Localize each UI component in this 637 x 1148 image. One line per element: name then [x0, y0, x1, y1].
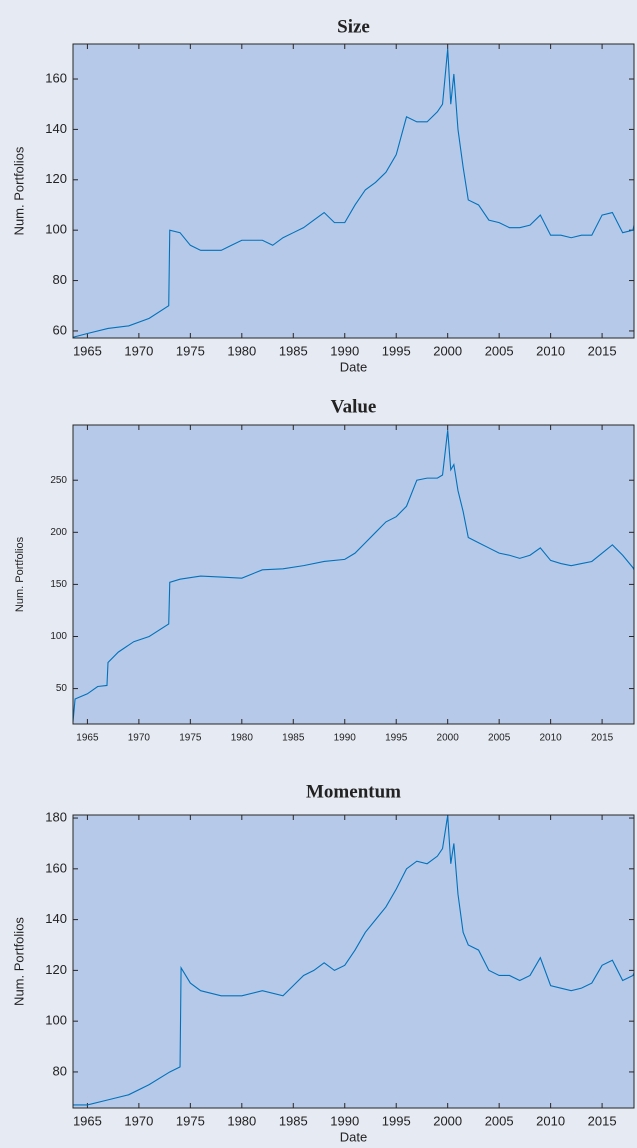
- data-line: [72, 430, 635, 722]
- x-tick-label: 1975: [176, 1113, 205, 1128]
- x-tick-label: 1995: [382, 1113, 411, 1128]
- x-tick-label: 2000: [433, 343, 462, 358]
- x-tick-label: 1975: [176, 343, 205, 358]
- x-tick-label: 2005: [485, 343, 514, 358]
- y-tick-label: 180: [45, 809, 67, 824]
- y-tick-label: 150: [50, 579, 67, 590]
- x-tick-label: 1995: [382, 343, 411, 358]
- x-tick-label: 1980: [227, 343, 256, 358]
- x-tick-label: 1985: [282, 733, 305, 744]
- x-tick-label: 1965: [76, 733, 99, 744]
- x-tick-label: 2015: [588, 343, 617, 358]
- x-tick-label: 1970: [124, 343, 153, 358]
- plot-area: [73, 44, 634, 338]
- plot-frame: [72, 814, 635, 1109]
- y-axis-label: Num. Portfolios: [11, 917, 26, 1006]
- y-tick-label: 50: [56, 683, 68, 694]
- y-tick-label: 250: [50, 475, 67, 486]
- x-tick-label: 1970: [124, 1113, 153, 1128]
- x-tick-label: 1990: [334, 733, 357, 744]
- x-tick-label: 2000: [437, 733, 460, 744]
- x-tick-label: 1980: [231, 733, 254, 744]
- x-tick-label: 1965: [73, 1113, 102, 1128]
- data-line: [73, 815, 635, 1106]
- x-axis-label: Date: [340, 359, 367, 374]
- x-axis-label: Date: [340, 1129, 367, 1144]
- x-tick-label: 2000: [433, 1113, 462, 1128]
- x-tick-label: 2015: [591, 733, 614, 744]
- data-line: [72, 48, 635, 338]
- y-tick-label: 120: [45, 962, 67, 977]
- chart-title: Size: [337, 16, 370, 37]
- y-tick-label: 100: [45, 222, 67, 237]
- x-tick-label: 1995: [385, 733, 408, 744]
- y-tick-label: 160: [45, 70, 67, 85]
- y-tick-label: 100: [50, 631, 67, 642]
- y-tick-label: 120: [45, 171, 67, 186]
- x-tick-label: 2005: [485, 1113, 514, 1128]
- y-tick-label: 80: [53, 1063, 67, 1078]
- y-tick-label: 160: [45, 860, 67, 875]
- x-tick-label: 1965: [73, 343, 102, 358]
- x-tick-label: 1985: [279, 343, 308, 358]
- y-tick-label: 60: [53, 322, 67, 337]
- y-axis-label: Num. Portfolios: [11, 146, 26, 235]
- plot-area: [73, 815, 634, 1108]
- x-tick-label: 2015: [588, 1113, 617, 1128]
- chart-title: Value: [331, 396, 377, 417]
- y-tick-label: 80: [53, 272, 67, 287]
- x-tick-label: 2005: [488, 733, 511, 744]
- x-tick-label: 2010: [536, 343, 565, 358]
- x-tick-label: 1990: [330, 1113, 359, 1128]
- y-tick-label: 140: [45, 911, 67, 926]
- x-tick-label: 1975: [179, 733, 202, 744]
- plot-frame: [72, 424, 635, 725]
- x-tick-label: 1970: [128, 733, 151, 744]
- chart-title: Momentum: [306, 781, 401, 802]
- x-tick-label: 2010: [539, 733, 562, 744]
- y-axis-label: Num. Portfolios: [14, 536, 26, 612]
- x-tick-label: 2010: [536, 1113, 565, 1128]
- y-tick-label: 200: [50, 527, 67, 538]
- plot-area: [73, 425, 634, 724]
- y-tick-label: 100: [45, 1013, 67, 1028]
- plot-frame: [72, 43, 635, 339]
- y-tick-label: 140: [45, 121, 67, 136]
- x-tick-label: 1985: [279, 1113, 308, 1128]
- x-tick-label: 1990: [330, 343, 359, 358]
- x-tick-label: 1980: [227, 1113, 256, 1128]
